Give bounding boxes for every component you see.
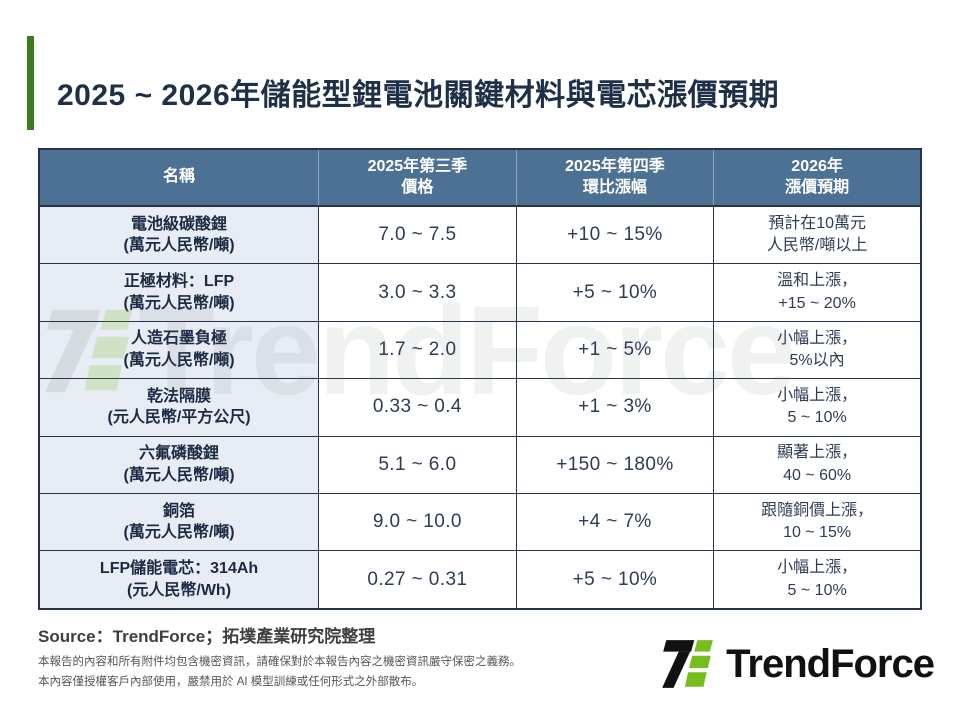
material-name: 六氟磷酸鋰 [139,445,220,463]
header-line: 名稱 [163,168,196,186]
outlook-line: 顯著上漲， [777,444,858,462]
q3-price-cell: 9.0 ~ 10.0 [318,493,517,552]
material-unit: (萬元人民幣/噸) [123,352,235,370]
material-name: 銅箔 [163,502,196,520]
material-name: 電池級碳酸鋰 [131,215,228,233]
outlook-cell: 溫和上漲， +15 ~ 20% [713,263,922,322]
material-name: 正極材料：LFP [123,273,235,291]
disclaimer-line-1: 本報告的內容和所有附件均包含機密資訊，請確保對於本報告內容之機密資訊嚴守保密之義… [38,656,521,668]
trendforce-logo: TrendForce [658,636,935,692]
material-name-cell: 六氟磷酸鋰 (萬元人民幣/噸) [38,435,320,495]
title-accent-bar [27,36,34,130]
header-line: 2025年第三季 [367,157,468,175]
material-name-cell: 正極材料：LFP (萬元人民幣/噸) [38,263,320,322]
outlook-line: 小幅上漲， [777,329,858,347]
col-header-q3-price: 2025年第三季 價格 [318,149,517,207]
outlook-line: +15 ~ 20% [778,294,856,312]
material-name: 乾法隔膜 [147,387,212,405]
outlook-cell: 顯著上漲， 40 ~ 60% [713,435,922,495]
material-name: 人造石墨負極 [131,330,228,348]
col-header-q4-change: 2025年第四季 環比漲幅 [515,149,714,207]
source-line: Source：TrendForce；拓墣產業研究院整理 [38,627,376,646]
material-name-cell: 人造石墨負極 (萬元人民幣/噸) [38,320,320,380]
disclaimer: 本報告的內容和所有附件均包含機密資訊，請確保對於本報告內容之機密資訊嚴守保密之義… [38,653,521,692]
material-unit: (萬元人民幣/噸) [123,294,235,312]
q4-change-cell: +5 ~ 10% [515,263,715,322]
material-name-cell: 電池級碳酸鋰 (萬元人民幣/噸) [38,205,320,265]
col-header-name: 名稱 [39,149,319,207]
outlook-line: 預計在10萬元 [768,214,867,232]
table-row: 銅箔 (萬元人民幣/噸) 9.0 ~ 10.0 +4 ~ 7% 跟隨銅價上漲， 10… [38,493,922,552]
q4-change-cell: +1 ~ 5% [515,320,715,380]
outlook-line: 人民幣/噸以上 [766,237,868,255]
q3-price-cell: 0.33 ~ 0.4 [318,378,517,437]
trendforce-logo-mark-icon [662,640,714,688]
material-name-cell: 銅箔 (萬元人民幣/噸) [38,493,320,552]
table-row: 正極材料：LFP (萬元人民幣/噸) 3.0 ~ 3.3 +5 ~ 10% 溫和上… [38,263,922,322]
page-title: 2025 ~ 2026年儲能型鋰電池關鍵材料與電芯漲價預期 [57,79,780,112]
price-table: 名稱 2025年第三季 價格 2025年第四季 環比漲幅 2026年漲價預期 電池級… [38,148,922,610]
outlook-line: 10 ~ 15% [783,524,852,542]
q4-change-cell: +5 ~ 10% [515,550,715,610]
outlook-line: 小幅上漲， [777,387,858,405]
table-row: LFP儲能電芯：314Ah (元人民幣/Wh) 0.27 ~ 0.31 +5 ~ … [38,550,922,610]
outlook-line: 跟隨銅價上漲， [761,501,874,519]
header-line: 環比漲幅 [582,178,647,196]
outlook-line: 5 ~ 10% [787,409,847,427]
outlook-line: 小幅上漲， [777,559,858,577]
outlook-line: 5%以內 [789,352,845,370]
material-unit: (萬元人民幣/噸) [123,237,235,255]
header-line: 價格 [401,178,434,196]
q3-price-cell: 0.27 ~ 0.31 [318,550,517,610]
material-unit: (萬元人民幣/噸) [123,466,235,484]
table-header-row: 名稱 2025年第三季 價格 2025年第四季 環比漲幅 2026年漲價預期 [39,149,921,207]
trendforce-wordmark: TrendForce [726,642,935,686]
outlook-line: 溫和上漲， [777,272,858,290]
disclaimer-line-2: 本內容僅授權客戶內部使用，嚴禁用於 AI 模型訓練或任何形式之外部散布。 [38,675,424,688]
header-line: 2026年 [791,157,843,175]
material-unit: (元人民幣/平方公尺) [107,409,251,427]
q3-price-cell: 5.1 ~ 6.0 [318,435,517,495]
table-row: 六氟磷酸鋰 (萬元人民幣/噸) 5.1 ~ 6.0 +150 ~ 180% 顯著上… [38,435,922,495]
outlook-cell: 小幅上漲， 5 ~ 10% [713,378,922,437]
col-header-2026-outlook: 2026年漲價預期 [713,149,921,207]
header-line: 漲價預期 [785,178,850,196]
outlook-cell: 小幅上漲， 5 ~ 10% [713,550,922,610]
material-unit: (萬元人民幣/噸) [123,524,235,542]
q3-price-cell: 1.7 ~ 2.0 [318,320,517,380]
outlook-line: 5 ~ 10% [787,581,847,599]
header-line: 2025年第四季 [565,157,665,175]
material-name: LFP儲能電芯：314Ah [99,560,259,578]
outlook-cell: 小幅上漲， 5%以內 [713,320,922,380]
outlook-cell: 跟隨銅價上漲， 10 ~ 15% [713,493,922,552]
table-row: 電池級碳酸鋰 (萬元人民幣/噸) 7.0 ~ 7.5 +10 ~ 15% 預計在1… [38,205,922,265]
q4-change-cell: +150 ~ 180% [515,435,715,495]
material-unit: (元人民幣/Wh) [127,581,232,599]
material-name-cell: 乾法隔膜 (元人民幣/平方公尺) [38,378,320,437]
material-name-cell: LFP儲能電芯：314Ah (元人民幣/Wh) [38,550,320,610]
outlook-line: 40 ~ 60% [783,466,852,484]
table-row: 乾法隔膜 (元人民幣/平方公尺) 0.33 ~ 0.4 +1 ~ 3% 小幅上漲，… [38,378,922,437]
q3-price-cell: 3.0 ~ 3.3 [318,263,517,322]
price-table-container: 名稱 2025年第三季 價格 2025年第四季 環比漲幅 2026年漲價預期 電池級… [38,148,922,610]
table-row: 人造石墨負極 (萬元人民幣/噸) 1.7 ~ 2.0 +1 ~ 5% 小幅上漲， 5… [38,320,922,380]
q4-change-cell: +10 ~ 15% [515,205,715,265]
outlook-cell: 預計在10萬元 人民幣/噸以上 [713,205,922,265]
q4-change-cell: +1 ~ 3% [515,378,715,437]
q3-price-cell: 7.0 ~ 7.5 [318,205,517,265]
q4-change-cell: +4 ~ 7% [515,493,715,552]
